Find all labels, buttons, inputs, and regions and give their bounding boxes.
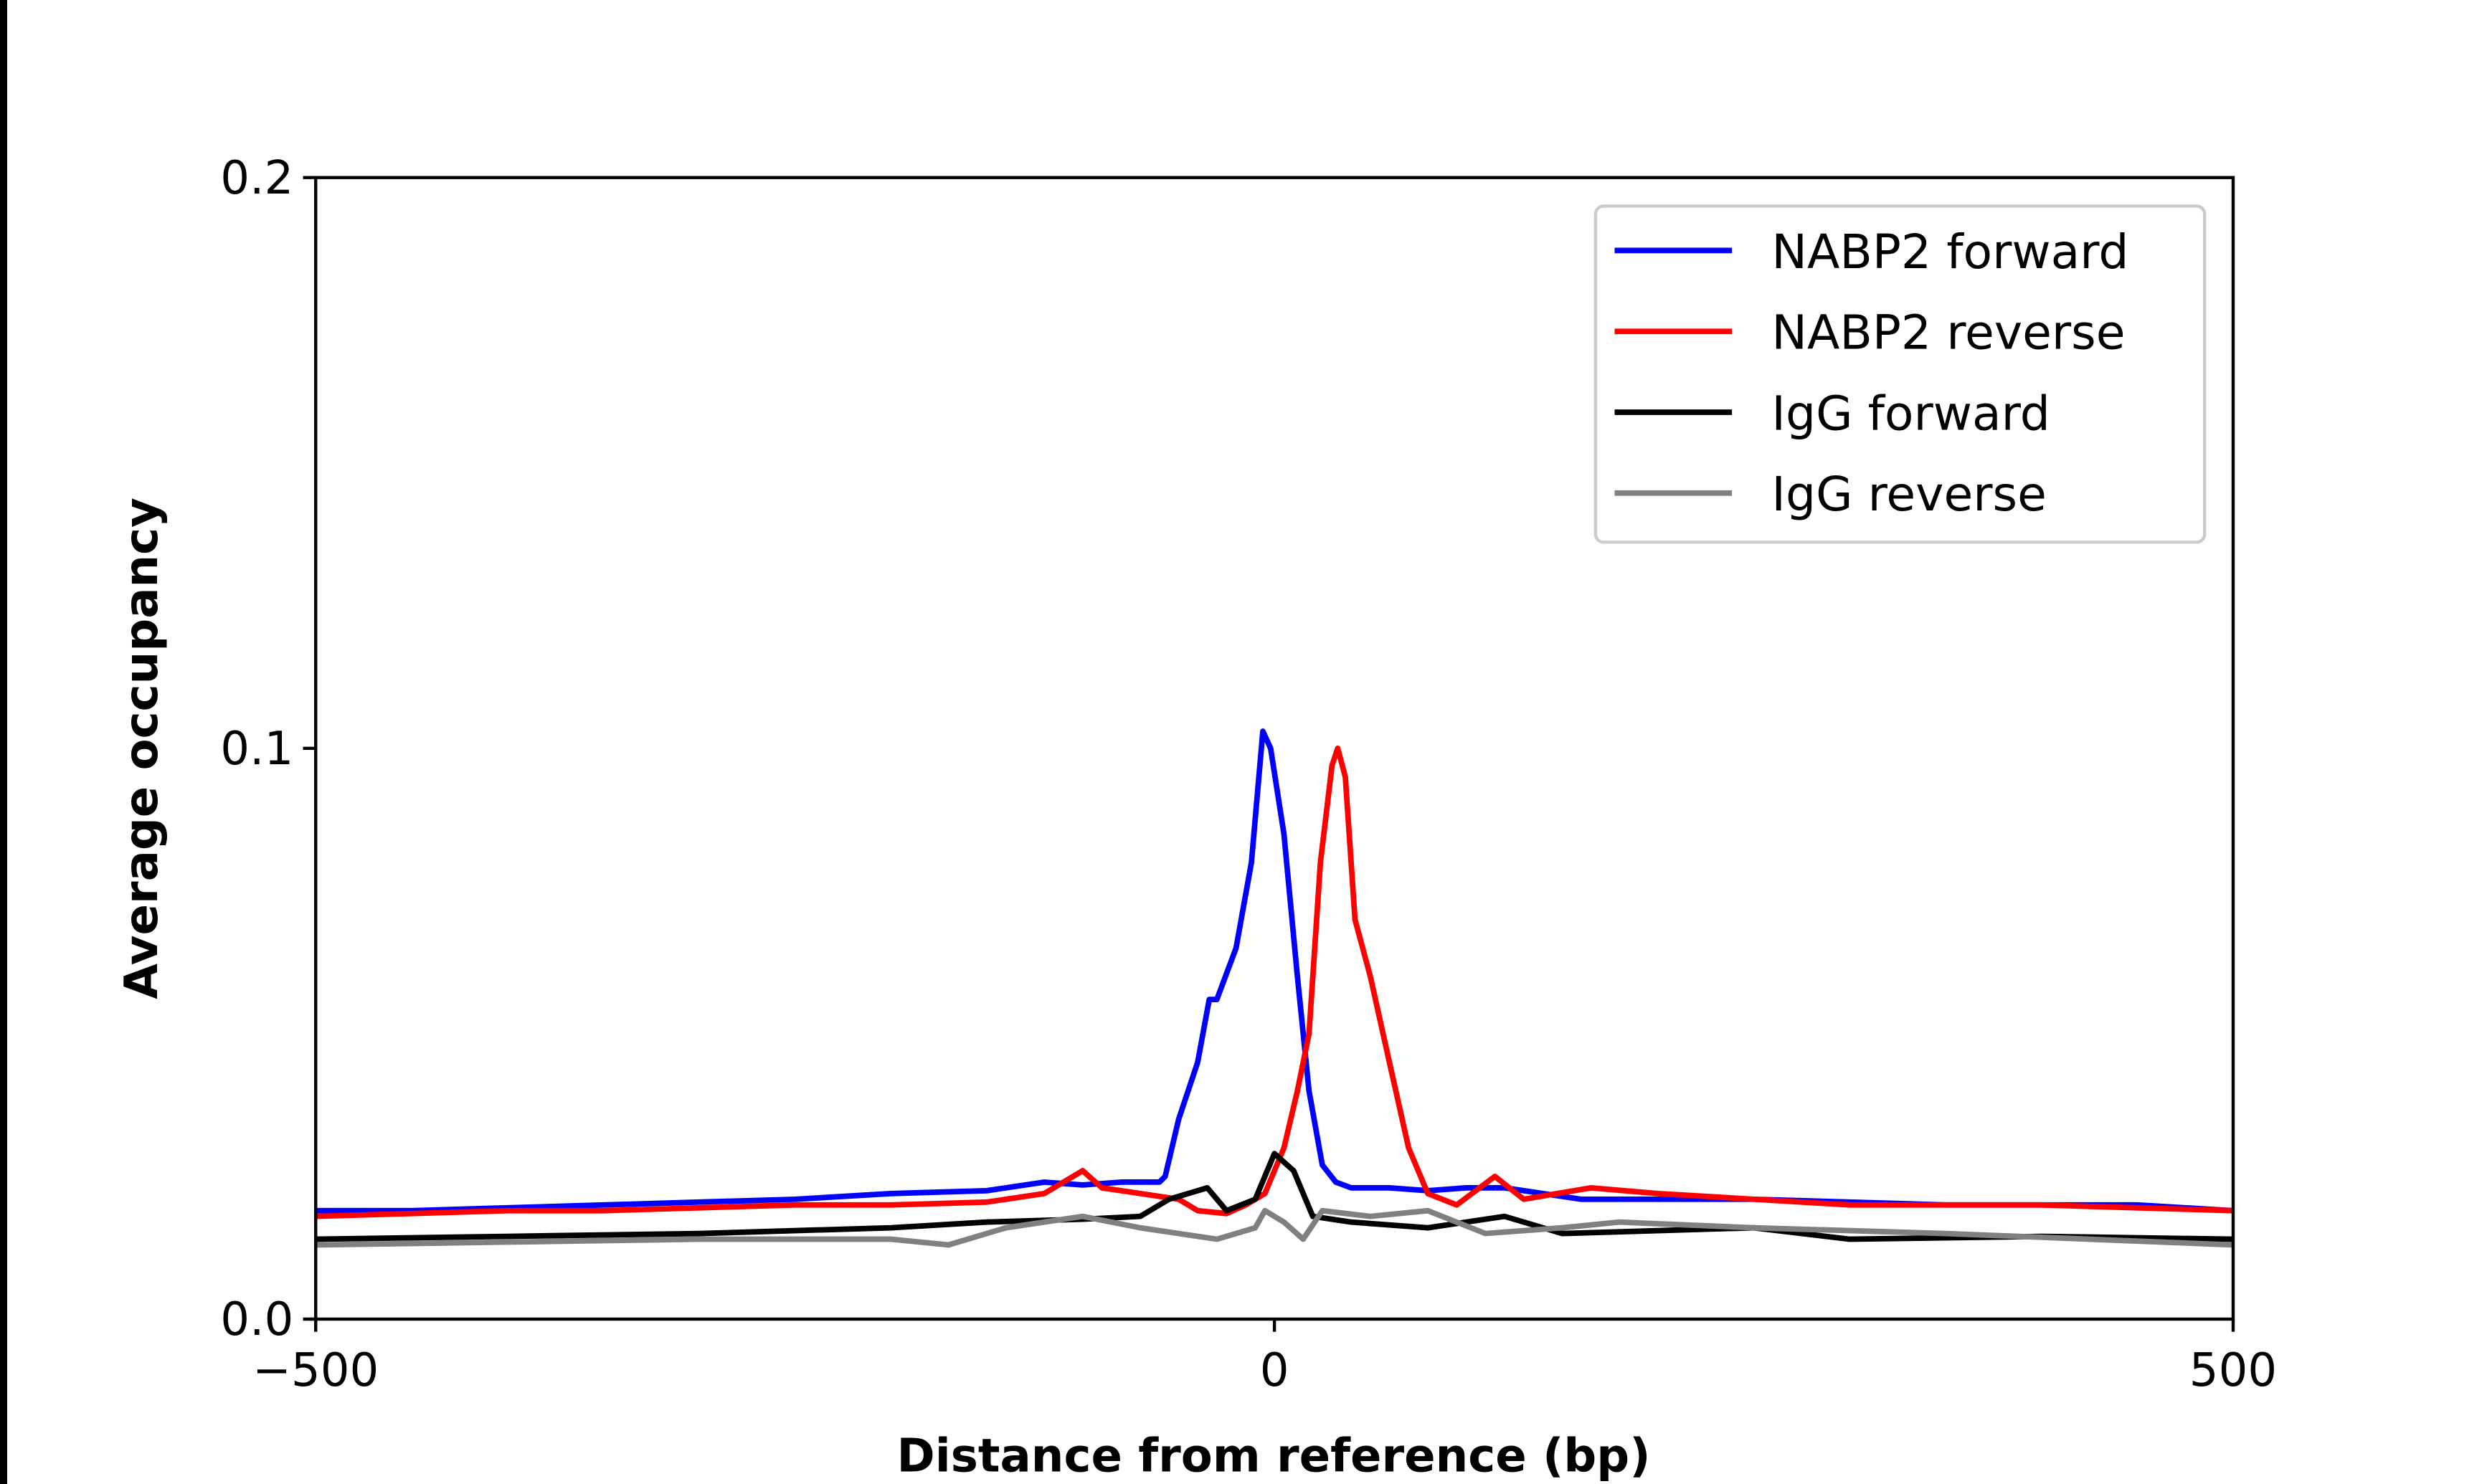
x-tick-label: 0 — [1260, 1343, 1289, 1397]
x-axis-label: Distance from reference (bp) — [897, 1429, 1651, 1483]
y-tick-label: 0.2 — [220, 151, 293, 205]
legend-entry: NABP2 reverse — [1771, 305, 2125, 361]
series-line-igg-reverse — [316, 1207, 2234, 1248]
series-lines — [316, 728, 2234, 1248]
series-line-nabp2-forward — [316, 728, 2234, 1214]
legend: NABP2 forward NABP2 reverse IgG forward IgG… — [1593, 204, 2207, 544]
y-tick-label: 0.0 — [220, 1293, 293, 1346]
y-tick-label: 0.1 — [220, 722, 293, 776]
left-border — [0, 0, 7, 1484]
x-axis: −500 0 500 — [252, 1319, 2277, 1397]
y-axis-label: Average occupancy — [115, 498, 169, 999]
series-line-nabp2-reverse — [316, 745, 2234, 1219]
y-axis: 0.0 0.1 0.2 — [220, 151, 316, 1346]
series-line-igg-forward — [316, 1151, 2234, 1242]
x-tick-label: 500 — [2189, 1343, 2277, 1397]
x-tick-label: −500 — [252, 1343, 379, 1397]
legend-box — [1593, 204, 2207, 544]
legend-entry: IgG forward — [1771, 385, 2050, 441]
legend-entry: IgG reverse — [1771, 466, 2046, 522]
legend-entry: NABP2 forward — [1771, 224, 2128, 280]
